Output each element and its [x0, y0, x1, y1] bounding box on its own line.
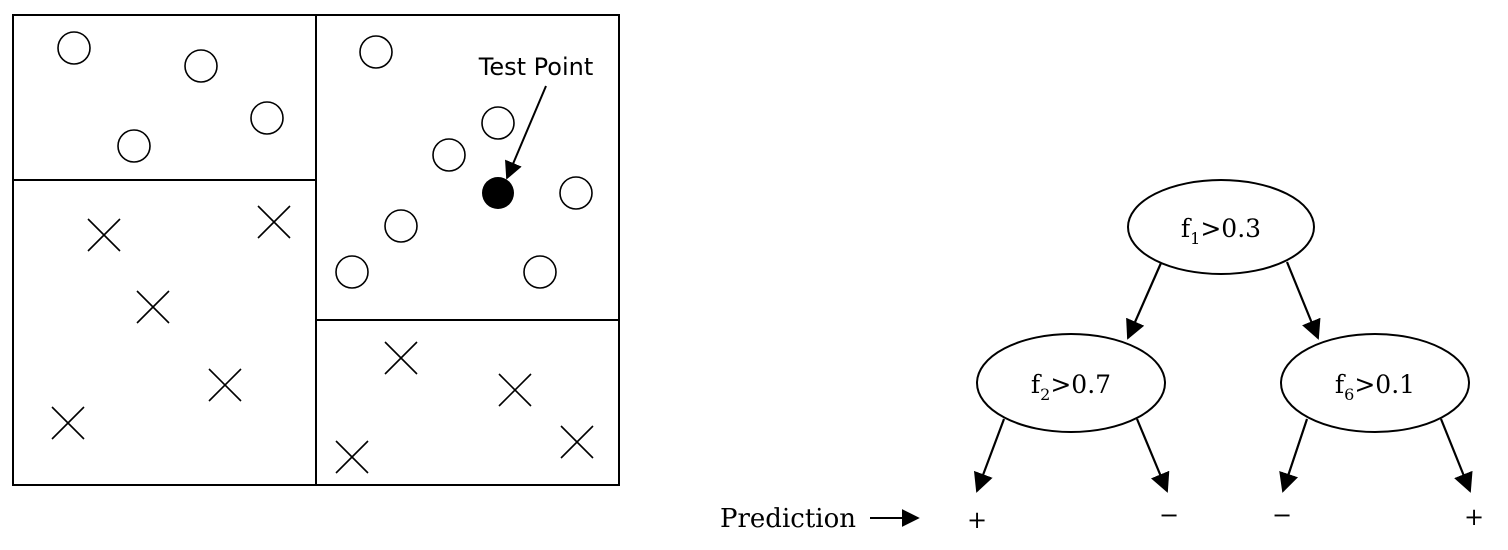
circle-point [384, 209, 418, 243]
cross-point [208, 368, 242, 402]
cross-point [335, 440, 369, 474]
test-point-marker [482, 177, 514, 209]
split-condition: >0.3 [1200, 214, 1261, 243]
tree-edges [973, 261, 1473, 493]
circle-point [117, 129, 151, 163]
split-condition: >0.1 [1354, 370, 1415, 399]
leaf-prediction-1: + [967, 506, 987, 534]
tree-node-left-label: f2>0.7 [1031, 370, 1111, 404]
cross-point [560, 425, 594, 459]
test-point-arrow [505, 85, 547, 180]
edge-left-leaf-2 [1135, 418, 1170, 493]
tree-node-right [1280, 333, 1470, 433]
leaf-prediction-4: + [1464, 503, 1484, 531]
edge-right-leaf-3 [1279, 418, 1309, 493]
circle-class-points-top-left [57, 31, 284, 163]
circle-point [57, 31, 91, 65]
tree-node-right-label: f6>0.1 [1335, 370, 1415, 404]
circle-point [359, 35, 393, 69]
circle-class-points-top-right [335, 35, 593, 289]
tree-node-root [1127, 179, 1315, 275]
edge-left-leaf-1 [973, 418, 1006, 493]
cross-class-points-bottom-right [335, 341, 594, 474]
tree-node-root-label: f1>0.3 [1181, 214, 1261, 248]
cross-point [384, 341, 418, 375]
feature-symbol: f [1335, 370, 1346, 399]
circle-point [432, 138, 466, 172]
tree-node-left [976, 333, 1166, 433]
edge-root-left [1126, 262, 1163, 340]
split-condition: >0.7 [1050, 370, 1111, 399]
test-point-label: Test Point [478, 53, 593, 81]
partition-panel: Test Point [12, 14, 620, 486]
decision-tree: f1>0.3 f2>0.7 f6>0.1 Prediction + − − + [720, 179, 1484, 534]
feature-symbol: f [1031, 370, 1042, 399]
circle-point [250, 101, 284, 135]
circle-point [559, 176, 593, 210]
circle-point [523, 255, 557, 289]
cross-point [51, 406, 85, 440]
edge-root-right [1285, 261, 1321, 340]
leaf-prediction-2: − [1159, 501, 1179, 529]
feature-index: 2 [1040, 385, 1050, 404]
feature-index: 6 [1344, 385, 1354, 404]
feature-symbol: f [1181, 214, 1192, 243]
leaf-prediction-3: − [1272, 501, 1292, 529]
cross-point [136, 290, 170, 324]
circle-point [335, 255, 369, 289]
cross-point [257, 205, 291, 239]
circle-point [481, 106, 515, 140]
cross-class-points-bottom-left [51, 205, 291, 440]
prediction-label: Prediction [720, 504, 856, 534]
feature-index: 1 [1190, 229, 1200, 248]
circle-point [184, 49, 218, 83]
edge-right-leaf-4 [1439, 418, 1473, 493]
cross-point [498, 373, 532, 407]
cross-point [87, 218, 121, 252]
